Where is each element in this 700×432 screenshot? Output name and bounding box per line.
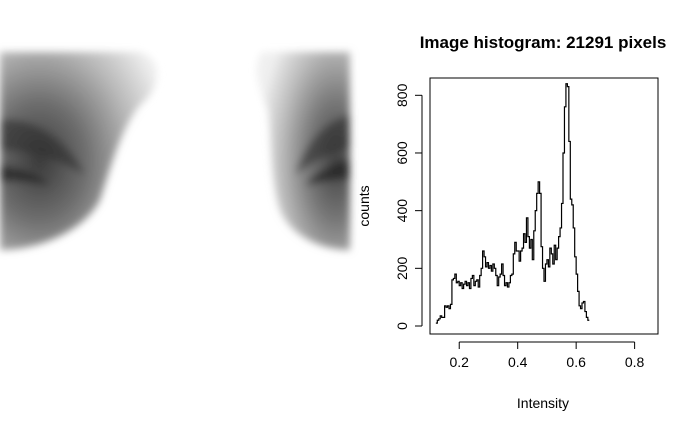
y-tick-label: 0	[394, 322, 410, 330]
histogram-series	[435, 83, 590, 324]
histogram-bins	[436, 84, 589, 323]
y-tick-label: 200	[394, 256, 410, 280]
y-axis-label: counts	[356, 185, 372, 226]
x-axis: 0.2 0.4 0.6 0.8	[449, 341, 645, 370]
y-tick-label: 400	[394, 199, 410, 223]
y-tick-label: 600	[394, 141, 410, 165]
plot-frame	[429, 77, 659, 335]
face-photo	[0, 52, 350, 250]
y-tick-label: 800	[394, 83, 410, 107]
x-tick-label: 0.6	[566, 354, 586, 370]
x-axis-label: Intensity	[517, 395, 569, 411]
chart-title: Image histogram: 21291 pixels	[420, 33, 667, 52]
x-tick-label: 0.8	[625, 354, 645, 370]
y-axis: 0 200 400 600 800	[394, 83, 423, 330]
left-eye-region	[0, 52, 157, 250]
x-tick-label: 0.4	[508, 354, 528, 370]
x-tick-label: 0.2	[449, 354, 469, 370]
right-eye-region	[256, 52, 350, 250]
